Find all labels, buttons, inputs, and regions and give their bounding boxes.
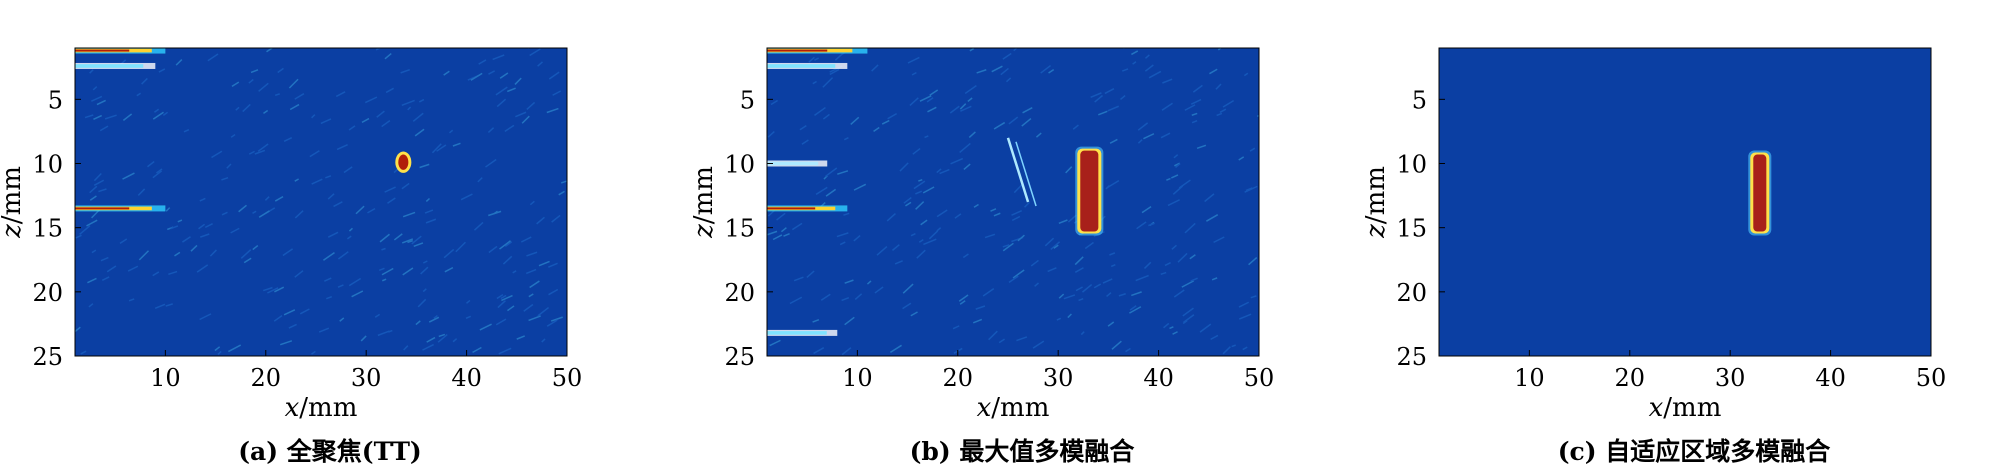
x-axis-label-c: x/mm <box>1649 393 1722 423</box>
panel-b: 10 20 30 40 50 5 10 15 20 25 x/mm z/mm (b) 最大值多模融合 <box>692 0 1352 470</box>
x-tick-label-a-1: 20 <box>251 364 282 392</box>
y-tick-label-c-4: 25 <box>1396 343 1427 371</box>
feature-defect-c-0 <box>1748 150 1772 236</box>
speckle-texture-a <box>75 48 567 355</box>
y-axis-label-c: z/mm <box>1364 166 1391 239</box>
y-tick-label-a-2: 15 <box>32 215 63 243</box>
x-tick-label-c-0: 10 <box>1514 364 1545 392</box>
y-tick-label-c-3: 20 <box>1396 279 1427 307</box>
x-axis-label-a: x/mm <box>285 393 358 423</box>
plot-frame-a <box>74 47 568 357</box>
chart-a: 10 20 30 40 50 5 10 15 20 25 x/mm z/mm <box>0 47 583 423</box>
y-tick-label-c-1: 10 <box>1396 151 1427 179</box>
x-tick-label-c-3: 40 <box>1815 364 1846 392</box>
panel-a: 10 20 30 40 50 5 10 15 20 25 x/mm z/mm (a) 全聚焦(TT) <box>0 0 660 470</box>
x-tick-label-a-0: 10 <box>150 364 181 392</box>
feature-streak-a-0 <box>75 48 166 54</box>
x-tick-label-b-4: 50 <box>1244 364 1275 392</box>
speckle-texture-b <box>767 48 1259 356</box>
x-tick-label-a-3: 40 <box>451 364 482 392</box>
y-tick-label-b-4: 25 <box>724 343 755 371</box>
feature-spot-a-3 <box>395 151 412 173</box>
y-axis-label-a: z/mm <box>0 166 27 239</box>
y-tick-label-b-3: 20 <box>724 279 755 307</box>
y-tick-label-a-1: 10 <box>32 151 63 179</box>
feature-diagonal-b-5 <box>1006 137 1037 207</box>
y-tick-label-b-2: 15 <box>724 215 755 243</box>
plot-frame-c <box>1438 47 1932 357</box>
x-tick-label-c-1: 20 <box>1615 364 1646 392</box>
chart-c: 10 20 30 40 50 5 10 15 20 25 x/mm z/mm <box>1364 47 1947 423</box>
y-tick-label-a-0: 5 <box>48 86 63 114</box>
feature-streak-a-1 <box>75 62 156 69</box>
feature-streak-a-2 <box>75 205 166 212</box>
feature-defect-b-6 <box>1075 146 1104 236</box>
x-tick-label-b-0: 10 <box>842 364 873 392</box>
x-tick-label-b-3: 40 <box>1143 364 1174 392</box>
y-tick-label-b-0: 5 <box>740 86 755 114</box>
y-axis-label-b: z/mm <box>692 166 719 239</box>
y-tick-label-a-3: 20 <box>32 279 63 307</box>
heatmap-background-c <box>1439 48 1931 356</box>
x-tick-label-c-4: 50 <box>1916 364 1947 392</box>
x-tick-label-b-1: 20 <box>943 364 974 392</box>
plot-frame-b <box>766 47 1260 357</box>
y-tick-label-b-1: 10 <box>724 151 755 179</box>
feature-streak-b-3 <box>767 205 848 212</box>
heatmap-background-a <box>75 48 567 356</box>
feature-streak-b-0 <box>767 48 868 54</box>
x-tick-label-a-4: 50 <box>552 364 583 392</box>
heatmap-background-b <box>767 48 1259 356</box>
x-tick-label-b-2: 30 <box>1043 364 1074 392</box>
caption-b: (b) 最大值多模融合 <box>909 437 1135 466</box>
y-tick-label-c-2: 15 <box>1396 215 1427 243</box>
x-tick-label-a-2: 30 <box>351 364 382 392</box>
panel-c: 10 20 30 40 50 5 10 15 20 25 x/mm z/mm (c) 自适应区域多模融… <box>1364 0 2008 470</box>
feature-streak-b-1 <box>767 62 848 69</box>
caption-c: (c) 自适应区域多模融合 <box>1557 437 1831 466</box>
feature-streak-b-2 <box>767 160 828 167</box>
chart-b: 10 20 30 40 50 5 10 15 20 25 x/mm z/mm <box>692 47 1275 423</box>
feature-streak-b-4 <box>767 329 838 336</box>
caption-a: (a) 全聚焦(TT) <box>238 437 422 466</box>
y-tick-label-c-0: 5 <box>1412 86 1427 114</box>
x-axis-label-b: x/mm <box>977 393 1050 423</box>
y-tick-label-a-4: 25 <box>32 343 63 371</box>
x-tick-label-c-2: 30 <box>1715 364 1746 392</box>
